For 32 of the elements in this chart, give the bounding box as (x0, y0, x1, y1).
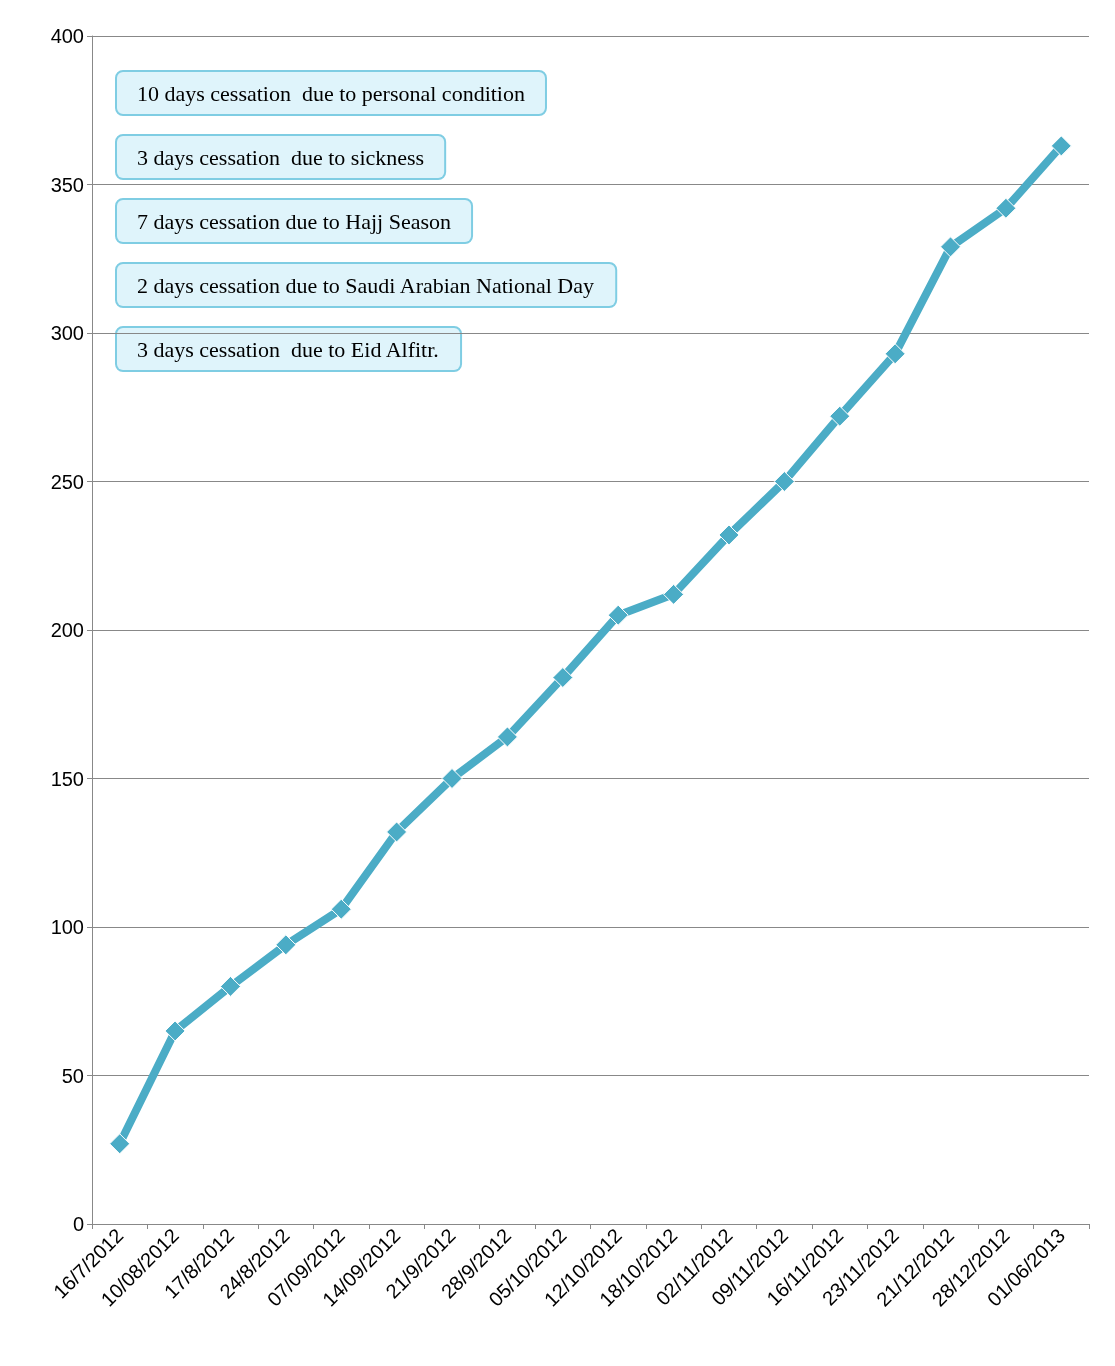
point (552, 667, 574, 689)
point (663, 583, 685, 605)
y-tick-label: 400 (50, 25, 84, 47)
point (109, 1133, 131, 1155)
annotation: 3 days cessation due to sickness (137, 144, 425, 170)
point (773, 471, 795, 492)
point (496, 726, 518, 748)
y-tick-label: 0 (72, 1213, 84, 1235)
point (884, 343, 906, 365)
point (829, 405, 851, 427)
point (940, 236, 962, 258)
y-tick-label: 300 (50, 322, 84, 344)
point (607, 604, 629, 626)
annotation: 10 days cessation due to personal condition (137, 80, 525, 106)
point (164, 1020, 186, 1042)
point (718, 524, 740, 546)
y-tick-label: 100 (50, 916, 84, 938)
point (386, 821, 408, 843)
y-tick-label: 200 (50, 619, 84, 641)
annotation: 2 days cessation due to Saudi Arabian National Day (137, 272, 595, 298)
y-tick-label: 250 (50, 470, 84, 493)
point (441, 768, 463, 789)
y-tick-label: 150 (50, 767, 84, 790)
point (1050, 135, 1072, 157)
y-tick-label: 350 (50, 173, 84, 196)
point (275, 934, 297, 956)
annotation: 7 days cessation due to Hajj Season (137, 208, 452, 234)
point (219, 975, 241, 997)
y-tick-label: 50 (61, 1064, 84, 1087)
annotation: 3 days cessation due to Eid Alfitr. (137, 336, 439, 362)
point (330, 898, 352, 920)
point (995, 197, 1017, 219)
